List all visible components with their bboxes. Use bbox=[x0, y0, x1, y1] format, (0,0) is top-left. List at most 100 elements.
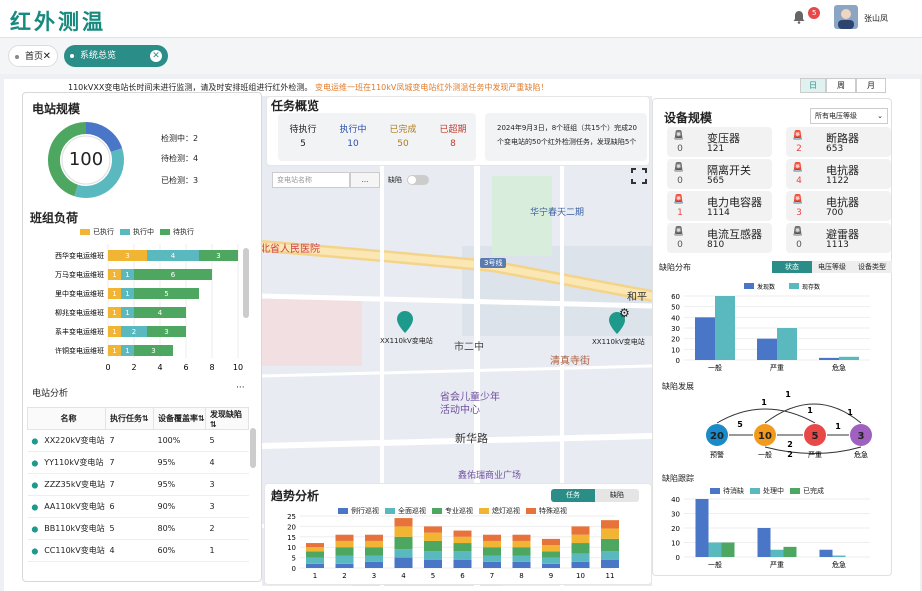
col-header[interactable]: 名称 bbox=[27, 407, 106, 430]
bar bbox=[512, 540, 531, 548]
tick-label: 10 bbox=[576, 572, 585, 580]
defect-dist-title: 缺陷分布 bbox=[659, 263, 691, 272]
bar bbox=[453, 530, 472, 537]
bar bbox=[424, 540, 442, 552]
table-cell: 7 bbox=[105, 429, 154, 452]
device-card[interactable]: 🚨 4 电抗器 1122 bbox=[786, 159, 891, 189]
col-header[interactable]: 发现缺陷⇅ bbox=[205, 407, 249, 430]
table-row: ⬤ YY110kV变电站 7 95% 4 bbox=[27, 451, 249, 474]
defect-toggle[interactable] bbox=[407, 175, 429, 185]
bar bbox=[770, 549, 784, 557]
device-name: 隔离开关 bbox=[707, 164, 751, 177]
bar bbox=[365, 540, 383, 548]
bar bbox=[108, 326, 121, 337]
bar bbox=[147, 250, 199, 261]
close-icon[interactable]: ✕ bbox=[150, 50, 162, 62]
cell-text: 95% bbox=[157, 480, 176, 489]
legend-swatch bbox=[526, 508, 536, 514]
legend-swatch bbox=[750, 488, 760, 494]
tick-label: 危急 bbox=[832, 363, 846, 372]
bar bbox=[394, 518, 413, 527]
device-card[interactable]: 🚨 2 断路器 653 bbox=[786, 127, 891, 157]
tick-label: 5 bbox=[431, 572, 435, 580]
tab-overview[interactable]: 系统总览 ✕ bbox=[64, 45, 168, 67]
bar bbox=[424, 532, 442, 541]
legend-label: 熄灯巡视 bbox=[492, 507, 520, 515]
bar bbox=[483, 534, 501, 541]
device-count: 1113 bbox=[826, 240, 849, 250]
period-week[interactable]: 周 bbox=[826, 78, 856, 93]
station-legend-item: 检测中：2 bbox=[161, 134, 199, 143]
table-cell: 100% bbox=[153, 429, 206, 452]
bar bbox=[708, 542, 722, 557]
more-icon[interactable]: ··· bbox=[236, 383, 245, 393]
alert-text[interactable]: 变电运维一班在110kV凤城变电站红外测温任务中发现严重缺陷！ bbox=[315, 83, 549, 92]
trend-tab-task[interactable]: 任务 bbox=[551, 489, 595, 502]
table-cell: 1 bbox=[205, 539, 249, 562]
device-card[interactable]: 🚨 1 电力电容器 1114 bbox=[667, 191, 772, 221]
device-name: 变压器 bbox=[707, 132, 740, 145]
device-card[interactable]: 🚨 0 电流互感器 810 bbox=[667, 223, 772, 253]
device-name: 电力电容器 bbox=[707, 196, 762, 209]
sort-icon[interactable]: ⇅ bbox=[142, 414, 149, 423]
bar bbox=[199, 250, 238, 261]
bar bbox=[394, 536, 413, 550]
legend-swatch bbox=[789, 283, 799, 289]
bar bbox=[819, 549, 833, 557]
bell-icon[interactable] bbox=[792, 10, 806, 24]
bar bbox=[601, 559, 619, 568]
col-header[interactable]: 执行任务⇅ bbox=[105, 407, 154, 430]
task-stat-value: 50 bbox=[397, 139, 409, 149]
station-marker-icon[interactable] bbox=[397, 311, 413, 333]
device-card[interactable]: 🚨 3 电抗器 700 bbox=[786, 191, 891, 221]
legend-label: 例行巡视 bbox=[351, 507, 379, 515]
sort-icon[interactable]: ⇅ bbox=[210, 419, 217, 429]
gear-icon[interactable]: ⚙ bbox=[619, 306, 630, 320]
bar bbox=[819, 357, 839, 360]
bar bbox=[542, 545, 560, 552]
close-icon[interactable]: ✕ bbox=[42, 51, 51, 62]
bar bbox=[424, 551, 442, 560]
legend-item: 特殊巡视 bbox=[526, 506, 567, 516]
analysis-title: 电站分析 bbox=[32, 389, 69, 399]
sort-icon[interactable]: ⇅ bbox=[198, 414, 205, 423]
search-button[interactable]: ... bbox=[350, 172, 380, 188]
defect-tab-voltage[interactable]: 电压等级 bbox=[812, 261, 852, 273]
device-count: 810 bbox=[707, 240, 725, 250]
scrollbar[interactable] bbox=[243, 248, 249, 318]
bar bbox=[424, 526, 442, 533]
device-card[interactable]: 🚨 0 隔离开关 565 bbox=[667, 159, 772, 189]
flow-edge bbox=[764, 446, 862, 454]
legend-label: 执行中 bbox=[133, 228, 154, 236]
scrollbar[interactable] bbox=[250, 428, 256, 468]
tab-home[interactable]: 首页 ✕ bbox=[8, 45, 58, 67]
legend-swatch bbox=[479, 508, 489, 514]
table-cell: 3 bbox=[205, 495, 249, 518]
device-card[interactable]: 🚨 0 避雷器 1113 bbox=[786, 223, 891, 253]
device-card[interactable]: 🚨 0 变压器 121 bbox=[667, 127, 772, 157]
tick-label: 0 bbox=[676, 357, 680, 365]
legend-swatch bbox=[710, 488, 720, 494]
period-day[interactable]: 日 bbox=[800, 78, 826, 93]
defect-tab-type[interactable]: 设备类型 bbox=[852, 261, 892, 273]
voltage-select[interactable]: 所有电压等级 ⌄ bbox=[810, 108, 888, 124]
defect-tab-status[interactable]: 状态 bbox=[772, 261, 812, 273]
table-cell: 95% bbox=[153, 473, 206, 496]
col-header[interactable]: 设备覆盖率⇅ bbox=[153, 407, 206, 430]
avatar[interactable] bbox=[834, 5, 858, 29]
pin-icon: ⬤ bbox=[31, 438, 39, 445]
tick-label: 10 bbox=[671, 540, 680, 548]
team-label: 里中变电运维班 bbox=[55, 289, 104, 298]
edge-label: 1 bbox=[807, 406, 813, 415]
tick-label: 6 bbox=[183, 363, 188, 372]
team-legend: 已执行 执行中 待执行 bbox=[80, 227, 200, 237]
station-marker-icon[interactable] bbox=[609, 312, 625, 334]
fullscreen-icon[interactable] bbox=[631, 168, 647, 184]
trend-tab-defect[interactable]: 缺陷 bbox=[595, 489, 639, 502]
period-month[interactable]: 月 bbox=[856, 78, 886, 93]
bar bbox=[365, 561, 383, 568]
station-search-input[interactable]: 变电站名称 bbox=[272, 172, 350, 188]
edge-label: 1 bbox=[835, 422, 841, 431]
bar-label: 1 bbox=[112, 309, 116, 317]
user-name[interactable]: 张山凤 bbox=[864, 14, 888, 23]
